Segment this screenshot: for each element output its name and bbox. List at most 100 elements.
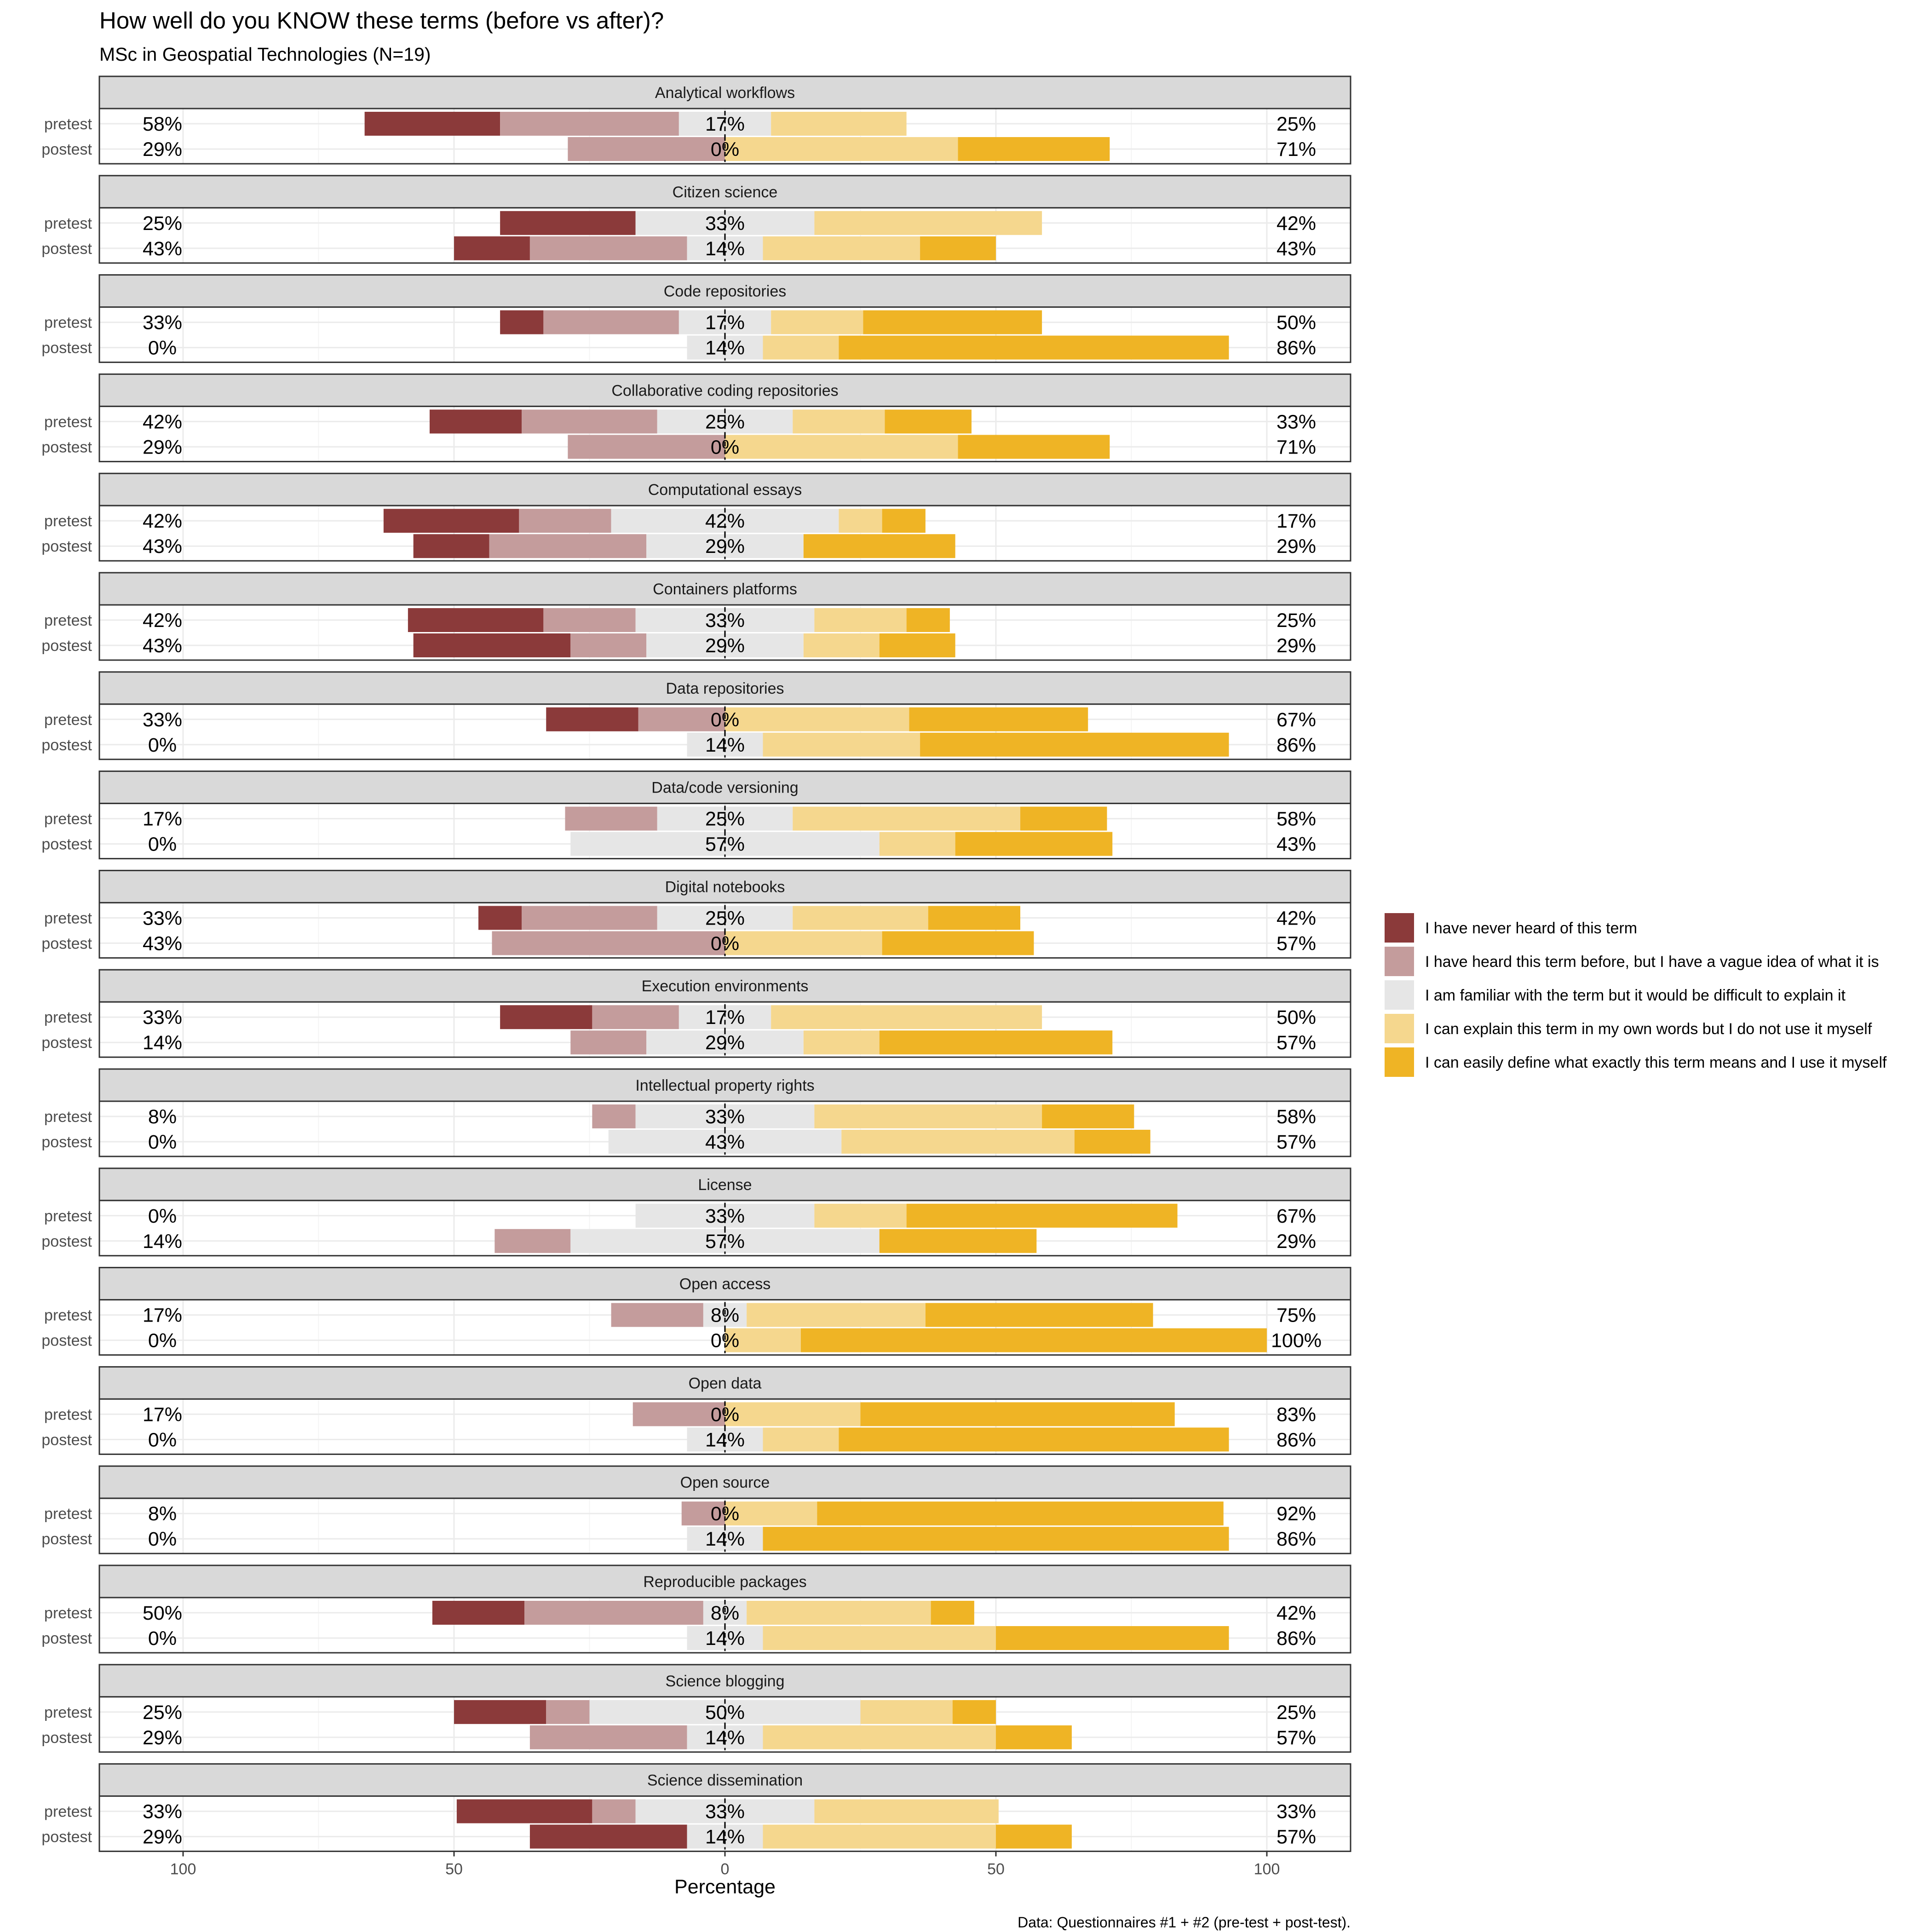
bar-segment bbox=[931, 1601, 974, 1625]
center-percent-label: 50% bbox=[705, 1702, 745, 1724]
left-percent-label: 14% bbox=[143, 1230, 182, 1253]
left-percent-label: 29% bbox=[143, 1826, 182, 1848]
legend-label: I am familiar with the term but it would… bbox=[1425, 987, 1846, 1004]
row-label: pretest bbox=[44, 909, 92, 927]
bar-segment bbox=[725, 137, 958, 161]
bar-segment bbox=[996, 1825, 1072, 1849]
row-label: pretest bbox=[44, 811, 92, 828]
bar-segment bbox=[725, 435, 958, 459]
center-percent-label: 0% bbox=[711, 1403, 739, 1426]
bar-segment bbox=[519, 509, 611, 533]
bar-segment bbox=[454, 236, 530, 260]
legend-label: I have heard this term before, but I hav… bbox=[1425, 953, 1879, 971]
left-percent-label: 43% bbox=[143, 635, 182, 657]
facet-panel: Containers platformspretest 42% 33% 25%post… bbox=[41, 573, 1351, 660]
left-percent-label: 17% bbox=[143, 808, 182, 830]
bar-segment bbox=[926, 1303, 1153, 1327]
bar-segment bbox=[958, 137, 1110, 161]
left-percent-label: 0% bbox=[148, 337, 177, 359]
center-percent-label: 14% bbox=[705, 337, 745, 359]
bar-segment bbox=[489, 534, 647, 558]
bar-segment bbox=[414, 633, 571, 657]
right-percent-label: 33% bbox=[1276, 411, 1316, 433]
bar-segment bbox=[500, 310, 543, 334]
facet-strip-label: Citizen science bbox=[673, 184, 778, 201]
facet-panel: Execution environmentspretest 33% 17% 50%po… bbox=[41, 970, 1351, 1057]
center-percent-label: 14% bbox=[705, 1727, 745, 1749]
row-label: pretest bbox=[44, 1009, 92, 1026]
x-tick-label: 100 bbox=[170, 1861, 196, 1878]
facet-panel: Science bloggingpretest 25% 50% 25%postest 2… bbox=[41, 1665, 1351, 1752]
left-percent-label: 0% bbox=[148, 1131, 177, 1153]
bar-segment bbox=[920, 733, 1229, 757]
left-percent-label: 17% bbox=[143, 1403, 182, 1426]
bar-segment bbox=[725, 707, 909, 731]
row-label: postest bbox=[41, 141, 92, 158]
center-percent-label: 0% bbox=[711, 1330, 739, 1352]
center-percent-label: 8% bbox=[711, 1602, 739, 1624]
row-label: pretest bbox=[44, 1406, 92, 1423]
legend-key bbox=[1385, 913, 1414, 943]
row-label: pretest bbox=[44, 1108, 92, 1126]
bar-segment bbox=[432, 1601, 524, 1625]
facet-strip-label: Data repositories bbox=[666, 680, 784, 697]
bar-segment bbox=[771, 1005, 1042, 1029]
bar-segment bbox=[804, 1030, 880, 1054]
bar-segment bbox=[500, 112, 679, 136]
right-percent-label: 42% bbox=[1276, 1602, 1316, 1624]
bar-segment bbox=[907, 608, 950, 632]
center-percent-label: 14% bbox=[705, 734, 745, 756]
left-percent-label: 50% bbox=[143, 1602, 182, 1624]
facet-panel: Citizen sciencepretest 25% 33% 42%postest 43… bbox=[41, 176, 1351, 263]
bar-segment bbox=[861, 1402, 1175, 1426]
bar-segment bbox=[592, 1104, 635, 1128]
legend-label: I can explain this term in my own words … bbox=[1425, 1020, 1872, 1038]
row-label: pretest bbox=[44, 1803, 92, 1821]
bar-segment bbox=[880, 832, 955, 856]
row-label: postest bbox=[41, 1233, 92, 1250]
facet-panel: Collaborative coding repositoriespretest… bbox=[41, 374, 1351, 461]
bar-segment bbox=[814, 211, 1042, 235]
bar-segment bbox=[953, 1700, 996, 1724]
center-percent-label: 14% bbox=[705, 1826, 745, 1848]
center-percent-label: 0% bbox=[711, 709, 739, 731]
row-label: pretest bbox=[44, 1505, 92, 1523]
row-label: postest bbox=[41, 538, 92, 555]
center-percent-label: 29% bbox=[705, 635, 745, 657]
right-percent-label: 71% bbox=[1276, 436, 1316, 458]
facet-strip-label: License bbox=[698, 1176, 752, 1194]
center-percent-label: 43% bbox=[705, 1131, 745, 1153]
bar-segment bbox=[570, 633, 646, 657]
right-percent-label: 57% bbox=[1276, 1131, 1316, 1153]
center-percent-label: 17% bbox=[705, 113, 745, 135]
left-percent-label: 42% bbox=[143, 610, 182, 632]
bar-segment bbox=[725, 1402, 861, 1426]
bar-segment bbox=[570, 1030, 646, 1054]
center-percent-label: 33% bbox=[705, 213, 745, 235]
x-tick-label: 0 bbox=[721, 1861, 730, 1878]
facet-strip-label: Code repositories bbox=[664, 283, 786, 300]
legend-label: I can easily define what exactly this te… bbox=[1425, 1054, 1887, 1071]
bar-segment bbox=[524, 1601, 703, 1625]
facet-strip-label: Open access bbox=[679, 1276, 770, 1293]
right-percent-label: 29% bbox=[1276, 1230, 1316, 1253]
bar-segment bbox=[522, 409, 657, 433]
bar-segment bbox=[801, 1328, 1267, 1352]
bar-segment bbox=[1020, 807, 1107, 831]
left-percent-label: 0% bbox=[148, 1528, 177, 1550]
bar-segment bbox=[928, 906, 1020, 930]
center-percent-label: 14% bbox=[705, 238, 745, 260]
bar-segment bbox=[814, 1204, 906, 1228]
facet-strip-label: Execution environments bbox=[642, 978, 809, 995]
row-label: pretest bbox=[44, 1704, 92, 1721]
bar-segment bbox=[478, 906, 522, 930]
right-percent-label: 58% bbox=[1276, 808, 1316, 830]
row-label: postest bbox=[41, 637, 92, 655]
row-label: pretest bbox=[44, 512, 92, 530]
row-label: postest bbox=[41, 1729, 92, 1747]
left-percent-label: 8% bbox=[148, 1503, 177, 1525]
bar-segment bbox=[365, 112, 500, 136]
bar-segment bbox=[885, 409, 972, 433]
x-tick-label: 50 bbox=[987, 1861, 1005, 1878]
